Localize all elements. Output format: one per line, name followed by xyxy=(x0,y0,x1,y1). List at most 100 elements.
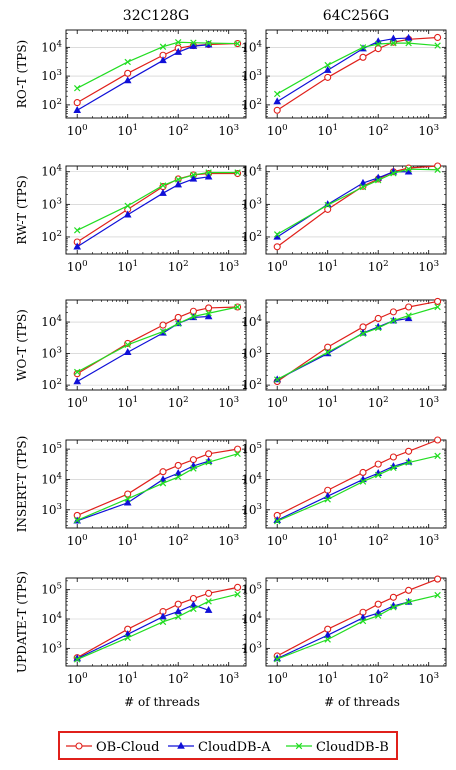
series-line-clouddb-b xyxy=(276,168,438,235)
panel-wo-t-64c256g: 102 103 104 100 101 102 103 xyxy=(241,297,447,410)
x-tick-label: 100 xyxy=(267,123,288,138)
x-axis-label: # of threads xyxy=(324,695,400,709)
series-line-clouddb-a xyxy=(276,317,409,381)
x-tick-label: 100 xyxy=(67,259,88,274)
x-tick-label: 102 xyxy=(368,671,389,686)
point-clouddb-b xyxy=(434,591,441,599)
point-clouddb-a xyxy=(123,348,132,355)
x-tick-label: 100 xyxy=(267,395,288,410)
y-tick-label: 103 xyxy=(41,68,62,83)
panel-ro-t-32c128g: 102 103 104 100 101 102 103 32C128G RO-T (TPS) xyxy=(15,8,247,138)
point-clouddb-b xyxy=(205,39,212,47)
point-ob-cloud xyxy=(234,445,242,453)
y-tick-label: 103 xyxy=(41,196,62,211)
point-clouddb-b xyxy=(124,634,131,641)
point-ob-cloud xyxy=(374,45,382,53)
point-clouddb-b xyxy=(73,227,81,234)
plot-frame xyxy=(65,165,247,255)
series-line-ob-cloud xyxy=(76,42,238,104)
point-clouddb-a xyxy=(204,172,213,180)
series-line-clouddb-b xyxy=(76,453,238,521)
series-line-clouddb-b xyxy=(76,593,238,660)
point-clouddb-b xyxy=(73,656,81,663)
point-clouddb-a xyxy=(273,97,282,105)
point-clouddb-b xyxy=(205,310,212,317)
point-clouddb-b xyxy=(324,201,331,209)
y-tick-label: 102 xyxy=(241,377,262,392)
y-axis-label: RO-T (TPS) xyxy=(15,40,29,108)
point-clouddb-a xyxy=(159,188,167,196)
point-clouddb-b xyxy=(159,328,167,335)
point-ob-cloud xyxy=(273,106,281,114)
series-line-ob-cloud xyxy=(276,439,438,516)
point-clouddb-a xyxy=(73,242,82,250)
point-clouddb-b xyxy=(124,495,131,503)
point-clouddb-b xyxy=(434,42,441,49)
point-clouddb-b xyxy=(174,473,182,481)
legend-marker xyxy=(75,742,83,750)
series-line-clouddb-a xyxy=(77,460,209,522)
y-tick-label: 104 xyxy=(241,471,262,486)
legend-label: CloudDB-B xyxy=(316,740,389,755)
point-clouddb-b xyxy=(159,43,167,50)
point-clouddb-b xyxy=(234,450,241,458)
legend: OB-Cloud CloudDB-A CloudDB-B xyxy=(66,740,389,755)
y-axis-label: WO-T (TPS) xyxy=(15,309,29,381)
series-line-clouddb-b xyxy=(276,594,438,660)
point-clouddb-a xyxy=(404,33,413,41)
panel-update-t-32c128g: 103 104 105 100 101 102 103 UPDATE-T (TPS) # of … xyxy=(15,571,247,709)
point-clouddb-a xyxy=(174,180,183,188)
x-tick-label: 100 xyxy=(67,671,88,686)
x-tick-label: 101 xyxy=(117,123,138,138)
x-tick-label: 102 xyxy=(168,671,189,686)
y-tick-label: 102 xyxy=(41,377,62,392)
x-tick-label: 103 xyxy=(218,395,239,410)
plot-frame xyxy=(265,29,447,119)
legend-marker xyxy=(295,742,303,750)
point-ob-cloud xyxy=(73,99,81,107)
point-clouddb-b xyxy=(359,617,367,625)
x-tick-label: 103 xyxy=(218,259,239,274)
point-clouddb-b xyxy=(405,459,412,466)
point-ob-cloud xyxy=(324,73,332,81)
point-ob-cloud xyxy=(234,170,242,178)
point-ob-cloud xyxy=(159,321,167,329)
series-line-clouddb-b xyxy=(276,455,438,522)
x-tick-label: 100 xyxy=(267,533,288,548)
x-tick-label: 102 xyxy=(168,259,189,274)
point-ob-cloud xyxy=(434,436,442,444)
series-line-clouddb-a xyxy=(276,37,409,103)
y-tick-label: 104 xyxy=(41,314,62,329)
x-tick-label: 101 xyxy=(317,533,338,548)
y-tick-label: 104 xyxy=(41,471,62,486)
point-clouddb-b xyxy=(159,480,167,487)
point-clouddb-a xyxy=(204,605,213,613)
point-ob-cloud xyxy=(374,600,382,608)
point-clouddb-a xyxy=(323,66,332,73)
point-ob-cloud xyxy=(189,594,197,603)
x-tick-label: 101 xyxy=(117,395,138,410)
point-clouddb-b xyxy=(174,39,182,46)
plot-frame xyxy=(65,299,247,391)
plot-frame xyxy=(265,577,447,667)
point-clouddb-b xyxy=(359,330,367,337)
y-tick-label: 103 xyxy=(41,502,62,517)
point-clouddb-b xyxy=(273,231,281,238)
column-title: 64C256G xyxy=(323,8,389,24)
series-line-clouddb-b xyxy=(76,306,238,373)
panel-insert-t-32c128g: 103 104 105 100 101 102 103 INSERT-T (TPS) xyxy=(15,436,247,548)
y-tick-label: 102 xyxy=(41,97,62,112)
x-tick-label: 101 xyxy=(317,259,338,274)
point-clouddb-a xyxy=(73,377,82,385)
point-clouddb-b xyxy=(190,171,197,179)
y-axis-label: INSERT-T (TPS) xyxy=(15,436,29,533)
series-line-ob-cloud xyxy=(76,448,238,516)
plot-frame xyxy=(65,29,247,119)
series-line-ob-cloud xyxy=(276,36,438,111)
point-clouddb-b xyxy=(73,368,81,376)
point-clouddb-a xyxy=(174,607,183,615)
point-clouddb-b xyxy=(434,452,441,460)
point-ob-cloud xyxy=(389,308,397,316)
point-clouddb-b xyxy=(390,39,397,47)
